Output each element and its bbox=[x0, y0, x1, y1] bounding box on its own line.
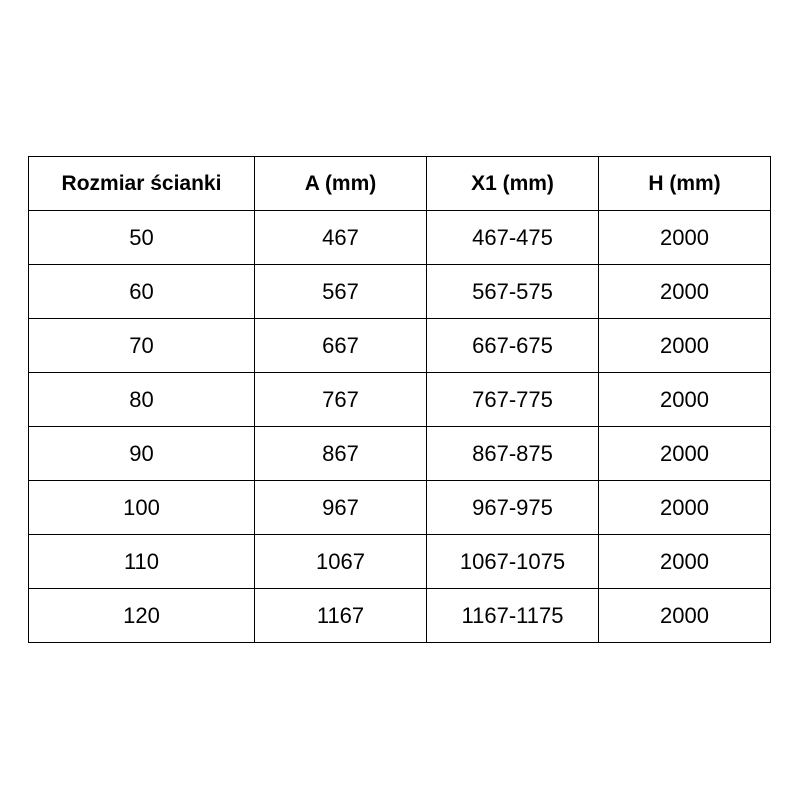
cell-size: 80 bbox=[28, 372, 255, 427]
cell-h: 2000 bbox=[598, 534, 771, 589]
cell-x1: 1167-1175 bbox=[426, 588, 599, 643]
cell-a: 1167 bbox=[254, 588, 427, 643]
table-row: 80 767 767-775 2000 bbox=[28, 372, 771, 427]
header-x1: X1 (mm) bbox=[426, 156, 599, 211]
header-row: Rozmiar ścianki A (mm) X1 (mm) H (mm) bbox=[28, 156, 771, 211]
cell-a: 1067 bbox=[254, 534, 427, 589]
cell-x1: 467-475 bbox=[426, 210, 599, 265]
cell-h: 2000 bbox=[598, 318, 771, 373]
cell-size: 50 bbox=[28, 210, 255, 265]
cell-a: 567 bbox=[254, 264, 427, 319]
cell-size: 70 bbox=[28, 318, 255, 373]
cell-x1: 867-875 bbox=[426, 426, 599, 481]
table-row: 60 567 567-575 2000 bbox=[28, 264, 771, 319]
table-row: 120 1167 1167-1175 2000 bbox=[28, 588, 771, 643]
table-row: 70 667 667-675 2000 bbox=[28, 318, 771, 373]
cell-a: 767 bbox=[254, 372, 427, 427]
table-row: 100 967 967-975 2000 bbox=[28, 480, 771, 535]
table-row: 110 1067 1067-1075 2000 bbox=[28, 534, 771, 589]
cell-x1: 1067-1075 bbox=[426, 534, 599, 589]
cell-size: 120 bbox=[28, 588, 255, 643]
cell-a: 867 bbox=[254, 426, 427, 481]
cell-size: 100 bbox=[28, 480, 255, 535]
table-row: 90 867 867-875 2000 bbox=[28, 426, 771, 481]
cell-size: 110 bbox=[28, 534, 255, 589]
cell-size: 60 bbox=[28, 264, 255, 319]
cell-h: 2000 bbox=[598, 264, 771, 319]
cell-x1: 967-975 bbox=[426, 480, 599, 535]
cell-a: 667 bbox=[254, 318, 427, 373]
header-a: A (mm) bbox=[254, 156, 427, 211]
cell-h: 2000 bbox=[598, 588, 771, 643]
header-size: Rozmiar ścianki bbox=[28, 156, 255, 211]
cell-x1: 767-775 bbox=[426, 372, 599, 427]
cell-h: 2000 bbox=[598, 480, 771, 535]
cell-a: 967 bbox=[254, 480, 427, 535]
cell-h: 2000 bbox=[598, 426, 771, 481]
cell-x1: 567-575 bbox=[426, 264, 599, 319]
header-h: H (mm) bbox=[598, 156, 771, 211]
cell-size: 90 bbox=[28, 426, 255, 481]
table-row: 50 467 467-475 2000 bbox=[28, 210, 771, 265]
cell-a: 467 bbox=[254, 210, 427, 265]
cell-h: 2000 bbox=[598, 372, 771, 427]
cell-x1: 667-675 bbox=[426, 318, 599, 373]
cell-h: 2000 bbox=[598, 210, 771, 265]
dimensions-table: Rozmiar ścianki A (mm) X1 (mm) H (mm) 50… bbox=[28, 156, 771, 643]
